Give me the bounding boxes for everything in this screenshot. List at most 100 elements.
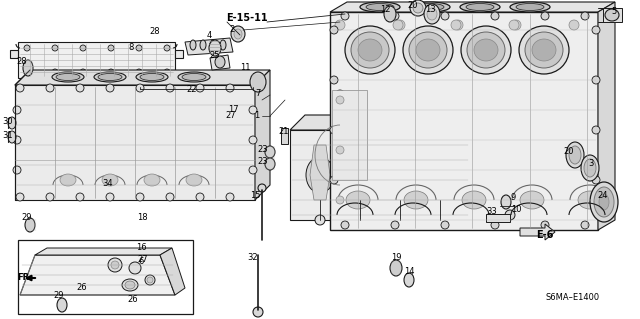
Text: 24: 24: [598, 190, 608, 199]
Ellipse shape: [541, 12, 549, 20]
Text: 31: 31: [3, 130, 13, 139]
Ellipse shape: [234, 29, 242, 39]
Text: 34: 34: [102, 179, 113, 188]
Ellipse shape: [52, 45, 58, 51]
Ellipse shape: [8, 131, 16, 143]
Polygon shape: [290, 115, 485, 130]
Ellipse shape: [13, 166, 21, 174]
Ellipse shape: [592, 176, 600, 184]
Ellipse shape: [509, 20, 519, 30]
Ellipse shape: [569, 146, 581, 164]
Polygon shape: [310, 145, 330, 200]
Ellipse shape: [80, 45, 86, 51]
Ellipse shape: [253, 307, 263, 317]
Ellipse shape: [249, 106, 257, 114]
Text: 11: 11: [240, 63, 250, 72]
Ellipse shape: [384, 6, 396, 22]
Ellipse shape: [330, 126, 338, 134]
Ellipse shape: [491, 12, 499, 20]
Text: 23: 23: [258, 158, 268, 167]
Ellipse shape: [52, 72, 84, 82]
Bar: [332, 90, 367, 180]
Ellipse shape: [390, 260, 402, 276]
Ellipse shape: [395, 215, 405, 225]
Polygon shape: [520, 224, 555, 240]
Ellipse shape: [306, 157, 334, 193]
Polygon shape: [470, 115, 485, 220]
Text: 20: 20: [564, 147, 574, 157]
Ellipse shape: [525, 32, 563, 68]
Text: 7: 7: [255, 90, 260, 99]
Ellipse shape: [24, 69, 30, 75]
Ellipse shape: [453, 20, 463, 30]
Ellipse shape: [366, 4, 394, 11]
Ellipse shape: [52, 69, 58, 75]
Ellipse shape: [13, 106, 21, 114]
Ellipse shape: [16, 193, 24, 201]
Ellipse shape: [581, 221, 589, 229]
Polygon shape: [290, 130, 470, 220]
Ellipse shape: [516, 4, 544, 11]
Polygon shape: [160, 248, 185, 295]
Ellipse shape: [60, 174, 76, 186]
Ellipse shape: [435, 215, 445, 225]
Polygon shape: [185, 38, 233, 55]
Polygon shape: [175, 50, 183, 58]
Ellipse shape: [182, 73, 206, 80]
Ellipse shape: [140, 73, 164, 80]
Ellipse shape: [391, 12, 399, 20]
Ellipse shape: [351, 32, 389, 68]
Ellipse shape: [249, 166, 257, 174]
Ellipse shape: [335, 155, 345, 165]
Ellipse shape: [336, 96, 344, 104]
Ellipse shape: [330, 176, 338, 184]
Polygon shape: [15, 70, 270, 85]
Ellipse shape: [265, 158, 275, 170]
Ellipse shape: [541, 221, 549, 229]
Ellipse shape: [336, 146, 344, 154]
Ellipse shape: [410, 0, 426, 16]
Text: 10: 10: [511, 205, 521, 214]
Text: 17: 17: [228, 105, 238, 114]
Ellipse shape: [505, 210, 515, 220]
Ellipse shape: [409, 32, 447, 68]
Ellipse shape: [249, 136, 257, 144]
Text: 27: 27: [138, 256, 148, 264]
Ellipse shape: [144, 174, 160, 186]
Text: 32: 32: [248, 253, 259, 262]
Ellipse shape: [196, 193, 204, 201]
Text: 15: 15: [250, 191, 260, 201]
Ellipse shape: [166, 84, 174, 92]
Ellipse shape: [76, 193, 84, 201]
Ellipse shape: [520, 191, 544, 209]
Ellipse shape: [136, 84, 144, 92]
Ellipse shape: [416, 39, 440, 61]
Polygon shape: [210, 55, 230, 70]
Polygon shape: [330, 2, 615, 12]
Ellipse shape: [578, 191, 602, 209]
Ellipse shape: [8, 117, 16, 129]
Ellipse shape: [186, 174, 202, 186]
Ellipse shape: [129, 262, 141, 274]
Ellipse shape: [330, 26, 338, 34]
Ellipse shape: [461, 26, 511, 74]
Ellipse shape: [136, 69, 142, 75]
Polygon shape: [15, 85, 255, 200]
Ellipse shape: [226, 193, 234, 201]
Ellipse shape: [403, 26, 453, 74]
Polygon shape: [430, 145, 450, 200]
Ellipse shape: [250, 72, 266, 92]
Ellipse shape: [56, 73, 80, 80]
Text: S6MA–E1400: S6MA–E1400: [546, 293, 600, 302]
Text: 21: 21: [279, 127, 289, 136]
Ellipse shape: [94, 72, 126, 82]
Ellipse shape: [46, 84, 54, 92]
Text: 13: 13: [425, 5, 435, 14]
Polygon shape: [350, 145, 370, 200]
Polygon shape: [18, 42, 175, 78]
Ellipse shape: [501, 195, 511, 209]
Text: 9: 9: [510, 194, 516, 203]
Polygon shape: [10, 50, 18, 58]
Ellipse shape: [164, 69, 170, 75]
Ellipse shape: [581, 155, 599, 181]
